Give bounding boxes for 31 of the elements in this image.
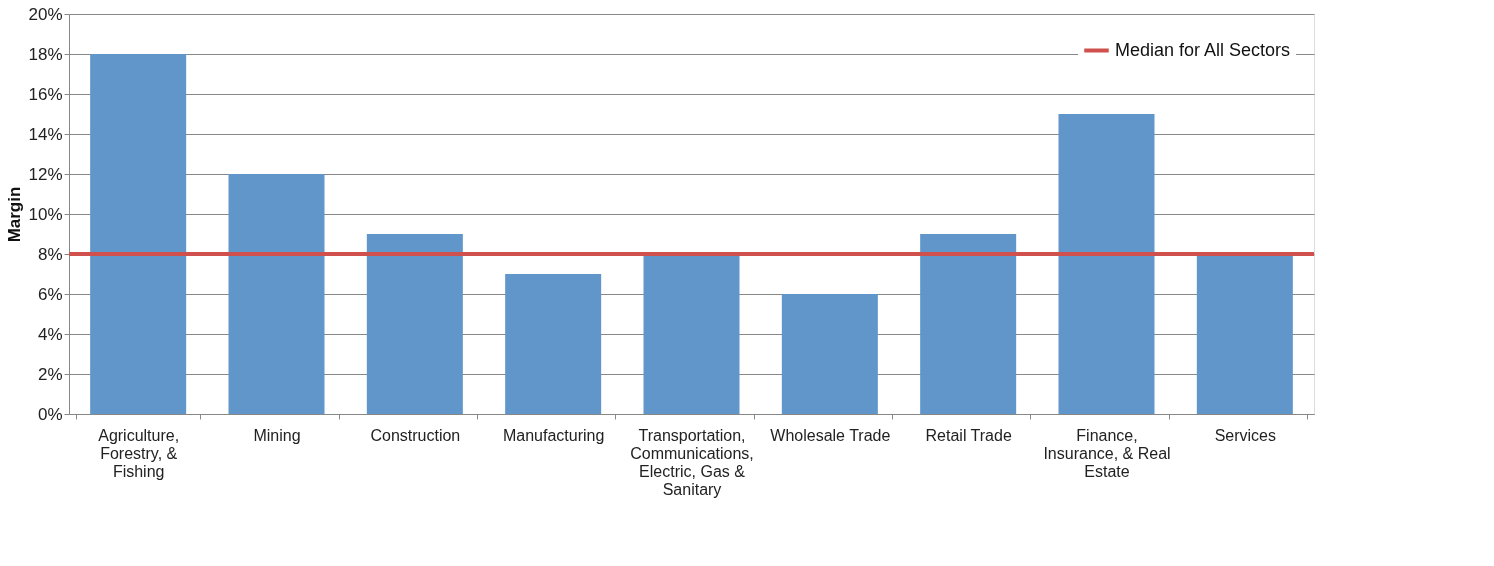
- bar: [781, 294, 878, 414]
- bar: [90, 54, 187, 414]
- x-tick-label: Services: [1214, 426, 1277, 444]
- y-tick-label: 8%: [37, 244, 63, 264]
- y-tick-label: 20%: [28, 4, 63, 24]
- y-tick-label: 16%: [28, 84, 63, 104]
- y-axis-title: Margin: [5, 186, 25, 243]
- bar: [505, 274, 602, 414]
- y-tick-label: 18%: [28, 44, 63, 64]
- x-tick-label: Agriculture, Forestry, & Fishing: [98, 426, 180, 480]
- y-tick-label: 4%: [37, 324, 63, 344]
- y-tick-label: 0%: [37, 404, 63, 424]
- bar: [1058, 114, 1155, 414]
- x-tick-label: Mining: [253, 426, 301, 444]
- x-tick-label: Retail Trade: [925, 426, 1012, 444]
- bar: [1196, 254, 1293, 414]
- x-tick-label: Wholesale Trade: [770, 426, 891, 444]
- x-tick-label: Transportation, Communications, Electric, Gas & Sanitary: [630, 426, 754, 498]
- bar: [920, 234, 1017, 414]
- x-tick-label: Construction: [370, 426, 461, 444]
- bar: [366, 234, 463, 414]
- y-tick-label: 2%: [37, 364, 63, 384]
- y-tick-label: 6%: [37, 284, 63, 304]
- x-tick-label: Manufacturing: [502, 426, 605, 444]
- y-tick-label: 14%: [28, 124, 63, 144]
- legend-label: Median for All Sectors: [1115, 39, 1291, 60]
- y-tick-label: 10%: [28, 204, 63, 224]
- bar: [643, 254, 740, 414]
- y-tick-label: 12%: [28, 164, 63, 184]
- x-tick-label: Finance, Insurance, & Real Estate: [1043, 426, 1171, 480]
- bar: [228, 174, 325, 414]
